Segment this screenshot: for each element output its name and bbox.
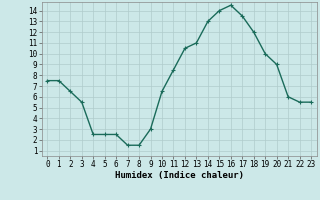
- X-axis label: Humidex (Indice chaleur): Humidex (Indice chaleur): [115, 171, 244, 180]
